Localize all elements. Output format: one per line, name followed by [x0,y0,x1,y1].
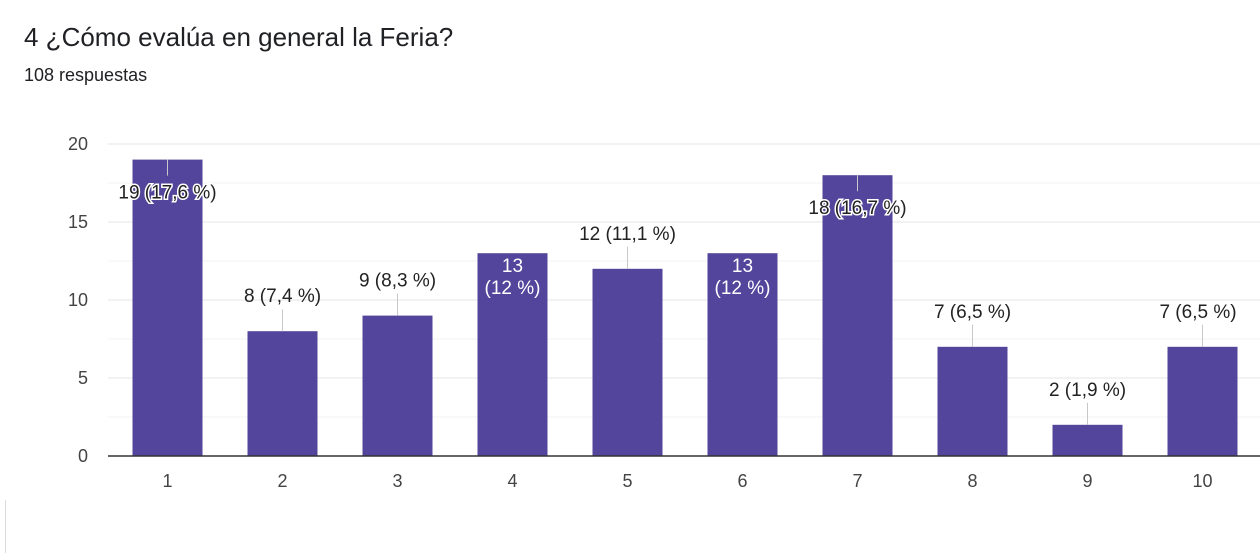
data-label: 13 (12 %) [485,256,541,299]
bar [247,331,318,456]
bar [707,253,778,456]
y-tick-label: 5 [78,368,88,388]
data-label: 12 (11,1 %) [579,224,676,245]
data-label-count: 13 [502,256,523,277]
data-labels: 19 (17,6 %)8 (7,4 %)9 (8,3 %)13 (12 %)12 … [117,159,1237,425]
x-tick-label: 3 [392,471,402,491]
x-axis-ticks: 1 2 3 4 5 6 7 8 9 10 [162,471,1212,491]
bar [477,253,548,456]
data-label: 7 (6,5 %) [934,302,1011,323]
bar [1167,346,1238,456]
data-label: 2 (1,9 %) [1049,380,1126,401]
y-axis-ticks: 0 5 10 15 20 [68,134,88,466]
x-tick-label: 5 [622,471,632,491]
data-label-percent: (12 %) [485,278,541,299]
divider [5,500,6,553]
x-tick-label: 6 [737,471,747,491]
bar [132,159,203,456]
y-tick-label: 15 [68,212,88,232]
x-tick-label: 4 [507,471,517,491]
bar [362,315,433,456]
data-label: 18 (16,7 %) [808,198,906,219]
x-tick-label: 7 [852,471,862,491]
gridlines [108,143,1260,418]
x-tick-label: 9 [1082,471,1092,491]
chart-title: 4 ¿Cómo evalúa en general la Feria? [24,22,454,52]
y-tick-label: 10 [68,290,88,310]
response-count: 108 respuestas [24,65,148,85]
x-tick-label: 2 [277,471,287,491]
x-tick-label: 8 [967,471,977,491]
bars [132,159,1238,456]
x-tick-label: 1 [162,471,172,491]
bar [592,268,663,456]
bar [1052,424,1123,456]
data-label: 8 (7,4 %) [244,286,321,307]
y-tick-label: 0 [78,446,88,466]
data-label: 13 (12 %) [715,256,771,299]
data-label-count: 13 [732,256,753,277]
data-label: 7 (6,5 %) [1159,302,1236,323]
bar [937,346,1008,456]
bar [822,175,893,456]
y-tick-label: 20 [68,134,88,154]
data-label-percent: (12 %) [715,278,771,299]
data-label: 9 (8,3 %) [359,271,436,292]
x-tick-label: 10 [1192,471,1212,491]
data-label: 19 (17,6 %) [118,183,216,204]
